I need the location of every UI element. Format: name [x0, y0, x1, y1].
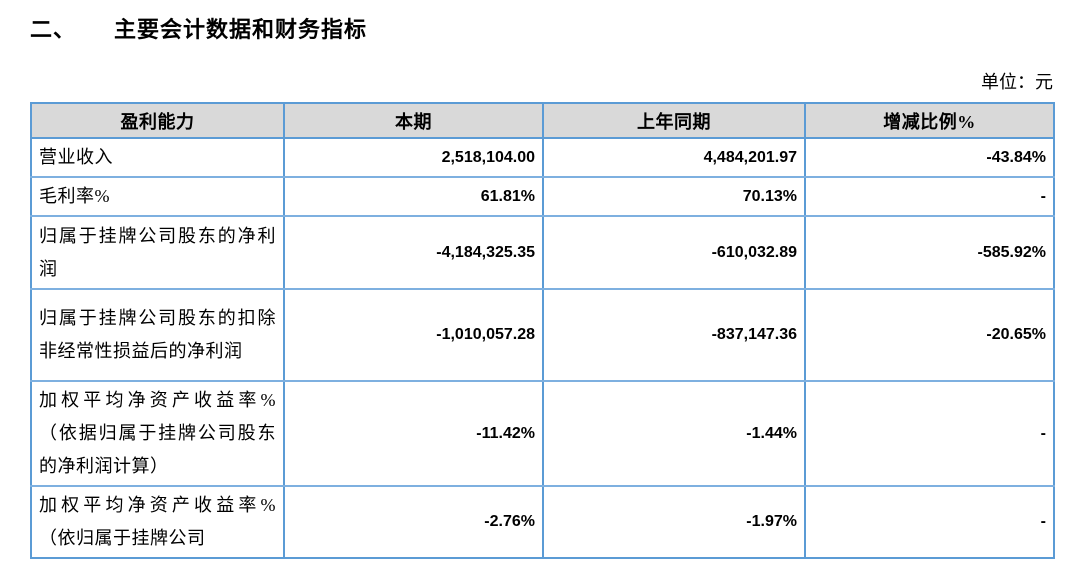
row-change-value: -20.65% [804, 288, 1055, 382]
row-change-value: - [804, 176, 1055, 217]
row-label: 归属于挂牌公司股东的扣除非经常性损益后的净利润 [30, 288, 285, 382]
row-current-value: -2.76% [283, 485, 544, 559]
row-current-value: 2,518,104.00 [283, 137, 544, 178]
table-row: 加权平均净资产收益率%（依据归属于挂牌公司股东的净利润计算） -11.42% -… [30, 380, 1055, 487]
unit-label: 单位：元 [981, 72, 1053, 92]
table-row: 毛利率% 61.81% 70.13% - [30, 176, 1055, 217]
table-row: 归属于挂牌公司股东的净利润 -4,184,325.35 -610,032.89 … [30, 215, 1055, 290]
row-prior-value: 4,484,201.97 [542, 137, 806, 178]
row-label: 归属于挂牌公司股东的净利润 [30, 215, 285, 290]
row-prior-value: -610,032.89 [542, 215, 806, 290]
row-current-value: -1,010,057.28 [283, 288, 544, 382]
row-prior-value: -837,147.36 [542, 288, 806, 382]
row-label: 加权平均净资产收益率%（依据归属于挂牌公司股东的净利润计算） [30, 380, 285, 487]
header-profitability: 盈利能力 [30, 102, 285, 139]
row-change-value: - [804, 380, 1055, 487]
table-row: 营业收入 2,518,104.00 4,484,201.97 -43.84% [30, 137, 1055, 178]
row-current-value: -4,184,325.35 [283, 215, 544, 290]
row-label: 加权平均净资产收益率%（依归属于挂牌公司 [30, 485, 285, 559]
table-row: 加权平均净资产收益率%（依归属于挂牌公司 -2.76% -1.97% - [30, 485, 1055, 559]
section-number: 二、 [30, 17, 77, 42]
row-prior-value: -1.44% [542, 380, 806, 487]
row-current-value: -11.42% [283, 380, 544, 487]
header-prior-period: 上年同期 [542, 102, 806, 139]
header-change-ratio: 增减比例% [804, 102, 1055, 139]
table-row: 归属于挂牌公司股东的扣除非经常性损益后的净利润 -1,010,057.28 -8… [30, 288, 1055, 382]
header-current-period: 本期 [283, 102, 544, 139]
row-label: 毛利率% [30, 176, 285, 217]
table-header-row: 盈利能力 本期 上年同期 增减比例% [30, 102, 1055, 139]
row-change-value: -585.92% [804, 215, 1055, 290]
unit-label-row: 单位：元 [30, 71, 1053, 93]
financial-indicators-table: 盈利能力 本期 上年同期 增减比例% 营业收入 2,518,104.00 4,4… [30, 102, 1055, 559]
row-prior-value: -1.97% [542, 485, 806, 559]
row-current-value: 61.81% [283, 176, 544, 217]
section-title-text: 主要会计数据和财务指标 [114, 17, 368, 42]
row-label: 营业收入 [30, 137, 285, 178]
row-change-value: -43.84% [804, 137, 1055, 178]
row-prior-value: 70.13% [542, 176, 806, 217]
row-change-value: - [804, 485, 1055, 559]
section-title: 二、 主要会计数据和财务指标 [30, 16, 1053, 44]
